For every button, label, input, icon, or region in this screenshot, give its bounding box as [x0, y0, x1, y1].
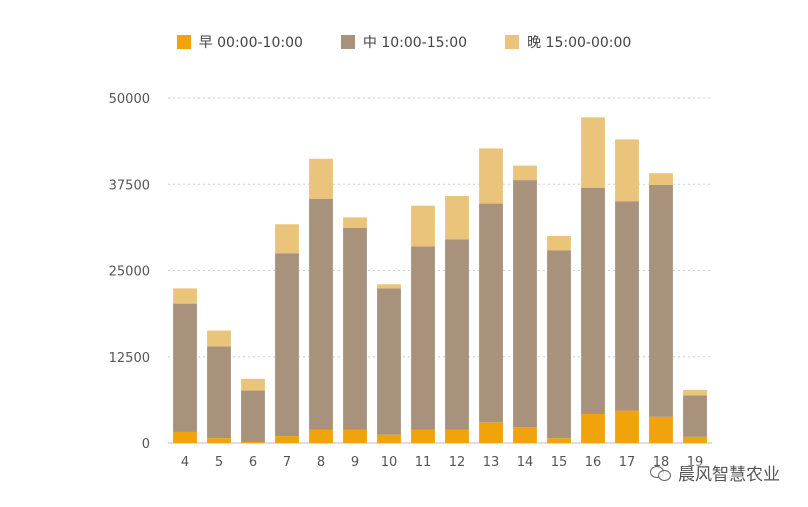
bar-segment-evening-6[interactable] [241, 378, 265, 391]
y-axis: 0 12500 25000 37500 50000 [109, 92, 150, 452]
bar-segment-noon-12[interactable] [445, 239, 469, 430]
watermark-text: 晨风智慧农业 [678, 465, 780, 485]
y-tick-label: 25000 [109, 265, 150, 280]
bar-segment-morning-12[interactable] [445, 429, 469, 443]
watermark: 晨风智慧农业 [650, 460, 780, 485]
x-tick-label: 19 [687, 455, 704, 470]
bar-segment-evening-7[interactable] [275, 224, 299, 254]
bar-segment-morning-4[interactable] [173, 431, 197, 443]
bar-segment-morning-15[interactable] [547, 438, 571, 443]
x-tick-label: 14 [517, 455, 534, 470]
bar-segment-morning-8[interactable] [309, 429, 333, 443]
x-tick-label: 5 [215, 455, 223, 470]
bar-segment-noon-11[interactable] [411, 246, 435, 430]
wechat-icon [650, 464, 672, 482]
x-tick-label: 8 [317, 455, 325, 470]
x-axis: 4 5 6 7 8 9 10 11 12 13 14 15 16 17 18 19 [181, 455, 703, 470]
legend-item-evening[interactable]: 晚 15:00-00:00 [505, 32, 631, 52]
bar-segment-evening-11[interactable] [411, 205, 435, 247]
x-tick-label: 12 [449, 455, 466, 470]
bar-segment-evening-9[interactable] [343, 217, 367, 228]
legend-item-noon[interactable]: 中 10:00-15:00 [340, 32, 468, 52]
x-tick-label: 6 [249, 455, 257, 470]
legend-label-evening: 晚 15:00-00:00 [527, 35, 632, 51]
x-tick-label: 4 [181, 455, 189, 470]
bar-segment-evening-12[interactable] [445, 195, 469, 240]
bar-segment-noon-18[interactable] [649, 184, 673, 417]
legend: 早 00:00-10:00 中 10:00-15:00 晚 15:00-00:0… [0, 32, 808, 52]
bar-segment-morning-14[interactable] [513, 427, 537, 443]
bar-segment-evening-10[interactable] [377, 284, 401, 289]
legend-swatch-evening [505, 35, 520, 49]
legend-swatch-morning [176, 35, 191, 49]
bar-segment-evening-19[interactable] [683, 389, 707, 396]
bar-segment-morning-11[interactable] [411, 429, 435, 443]
x-tick-label: 10 [381, 455, 398, 470]
bars [173, 117, 707, 443]
bar-segment-evening-4[interactable] [173, 288, 197, 304]
y-tick-label: 12500 [109, 351, 150, 366]
bar-segment-noon-13[interactable] [479, 203, 503, 423]
bar-segment-noon-10[interactable] [377, 288, 401, 435]
bar-segment-evening-17[interactable] [615, 139, 639, 202]
y-tick-label: 0 [142, 437, 150, 452]
bar-segment-morning-18[interactable] [649, 416, 673, 443]
x-tick-label: 17 [619, 455, 636, 470]
bar-segment-evening-15[interactable] [547, 236, 571, 251]
x-tick-label: 15 [551, 455, 568, 470]
bar-segment-noon-15[interactable] [547, 250, 571, 439]
y-tick-label: 50000 [109, 92, 150, 107]
bar-segment-noon-4[interactable] [173, 303, 197, 432]
bar-segment-evening-8[interactable] [309, 158, 333, 199]
bar-segment-morning-5[interactable] [207, 438, 231, 443]
bar-segment-evening-5[interactable] [207, 330, 231, 347]
bar-segment-evening-14[interactable] [513, 165, 537, 181]
bar-segment-morning-13[interactable] [479, 422, 503, 443]
x-tick-label: 11 [415, 455, 432, 470]
bar-segment-noon-8[interactable] [309, 198, 333, 430]
bar-segment-morning-9[interactable] [343, 429, 367, 443]
bar-segment-noon-14[interactable] [513, 180, 537, 428]
bar-segment-morning-16[interactable] [581, 414, 605, 443]
bar-segment-morning-6[interactable] [241, 441, 265, 443]
bar-segment-noon-5[interactable] [207, 346, 231, 439]
x-tick-label: 16 [585, 455, 602, 470]
bar-segment-morning-10[interactable] [377, 434, 401, 443]
y-tick-label: 37500 [109, 178, 150, 193]
x-tick-label: 13 [483, 455, 500, 470]
x-tick-label: 9 [351, 455, 359, 470]
legend-label-noon: 中 10:00-15:00 [362, 35, 468, 51]
bar-segment-noon-7[interactable] [275, 253, 299, 437]
bar-segment-noon-17[interactable] [615, 201, 639, 411]
bar-segment-evening-13[interactable] [479, 148, 503, 204]
bar-segment-evening-18[interactable] [649, 173, 673, 185]
bar-segment-noon-6[interactable] [241, 390, 265, 442]
bar-segment-morning-7[interactable] [275, 436, 299, 443]
x-tick-label: 7 [283, 455, 291, 470]
legend-item-morning[interactable]: 早 00:00-10:00 [176, 32, 303, 52]
bar-segment-noon-16[interactable] [581, 187, 605, 415]
legend-swatch-noon [340, 35, 355, 49]
bar-segment-morning-17[interactable] [615, 410, 639, 443]
legend-label-morning: 早 00:00-10:00 [198, 35, 303, 51]
bar-segment-noon-9[interactable] [343, 227, 367, 430]
bar-segment-morning-19[interactable] [683, 436, 707, 443]
bar-segment-evening-16[interactable] [581, 117, 605, 188]
bar-segment-noon-19[interactable] [683, 395, 707, 437]
